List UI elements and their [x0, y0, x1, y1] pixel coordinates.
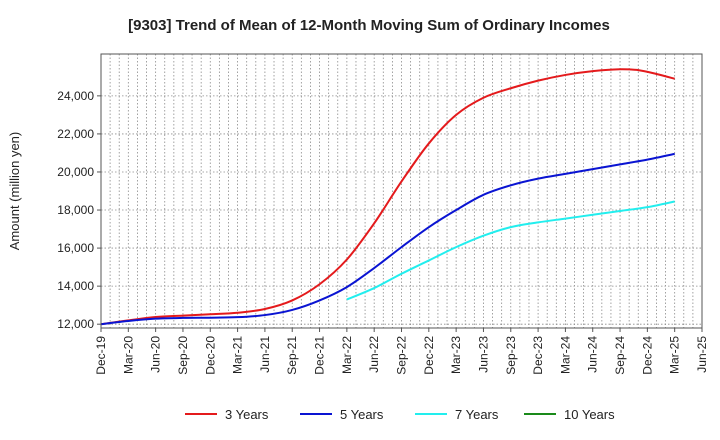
x-tick-label: Jun-20 [149, 336, 163, 373]
x-tick-label: Sep-22 [395, 336, 409, 375]
x-tick-label: Mar-25 [668, 336, 682, 374]
x-tick-label: Jun-24 [586, 336, 600, 373]
x-tick-label: Dec-21 [313, 336, 327, 375]
x-tick-label: Jun-23 [476, 336, 490, 373]
legend-label-7-years: 7 Years [455, 407, 499, 422]
series-line-7-years [346, 200, 675, 301]
y-axis-ticks: 12,000 14,000 16,000 18,000 20,000 22,000 24,0… [57, 89, 101, 331]
x-tick-label: Sep-23 [504, 336, 518, 375]
x-tick-label: Dec-19 [94, 336, 108, 375]
x-tick-label: Dec-24 [640, 336, 654, 375]
x-tick-label: Jun-25 [695, 336, 709, 373]
y-tick-label: 20,000 [57, 165, 94, 179]
x-tick-label: Jun-22 [367, 336, 381, 373]
y-tick-label: 12,000 [57, 317, 94, 331]
x-tick-label: Sep-24 [613, 336, 627, 375]
legend-label-10-years: 10 Years [564, 407, 615, 422]
x-tick-label: Mar-23 [449, 336, 463, 374]
grid-lines [100, 54, 703, 328]
legend-label-3-years: 3 Years [225, 407, 269, 422]
y-tick-label: 16,000 [57, 241, 94, 255]
series-line-5-years [100, 152, 675, 326]
x-tick-label: Dec-22 [422, 336, 436, 375]
chart-title: [9303] Trend of Mean of 12-Month Moving … [128, 17, 610, 34]
y-tick-label: 14,000 [57, 279, 94, 293]
series-lines [100, 68, 675, 326]
x-tick-label: Dec-20 [203, 336, 217, 375]
x-axis-ticks: Dec-19 Mar-20 Jun-20 Sep-20 Dec-20 Mar-21 Jun-… [94, 328, 709, 375]
x-tick-label: Sep-21 [285, 336, 299, 375]
x-tick-label: Mar-24 [558, 336, 572, 374]
series-line-3-years [100, 68, 675, 326]
y-axis-label: Amount (million yen) [7, 132, 22, 251]
y-tick-label: 18,000 [57, 203, 94, 217]
y-tick-label: 24,000 [57, 89, 94, 103]
legend-label-5-years: 5 Years [340, 407, 384, 422]
x-tick-label: Mar-21 [231, 336, 245, 374]
x-tick-label: Jun-21 [258, 336, 272, 373]
y-tick-label: 22,000 [57, 127, 94, 141]
x-tick-label: Mar-20 [121, 336, 135, 374]
legend: 3 Years 5 Years 7 Years 10 Years [185, 407, 615, 422]
x-tick-label: Sep-20 [176, 336, 190, 375]
x-tick-label: Mar-22 [340, 336, 354, 374]
x-tick-label: Dec-23 [531, 336, 545, 375]
